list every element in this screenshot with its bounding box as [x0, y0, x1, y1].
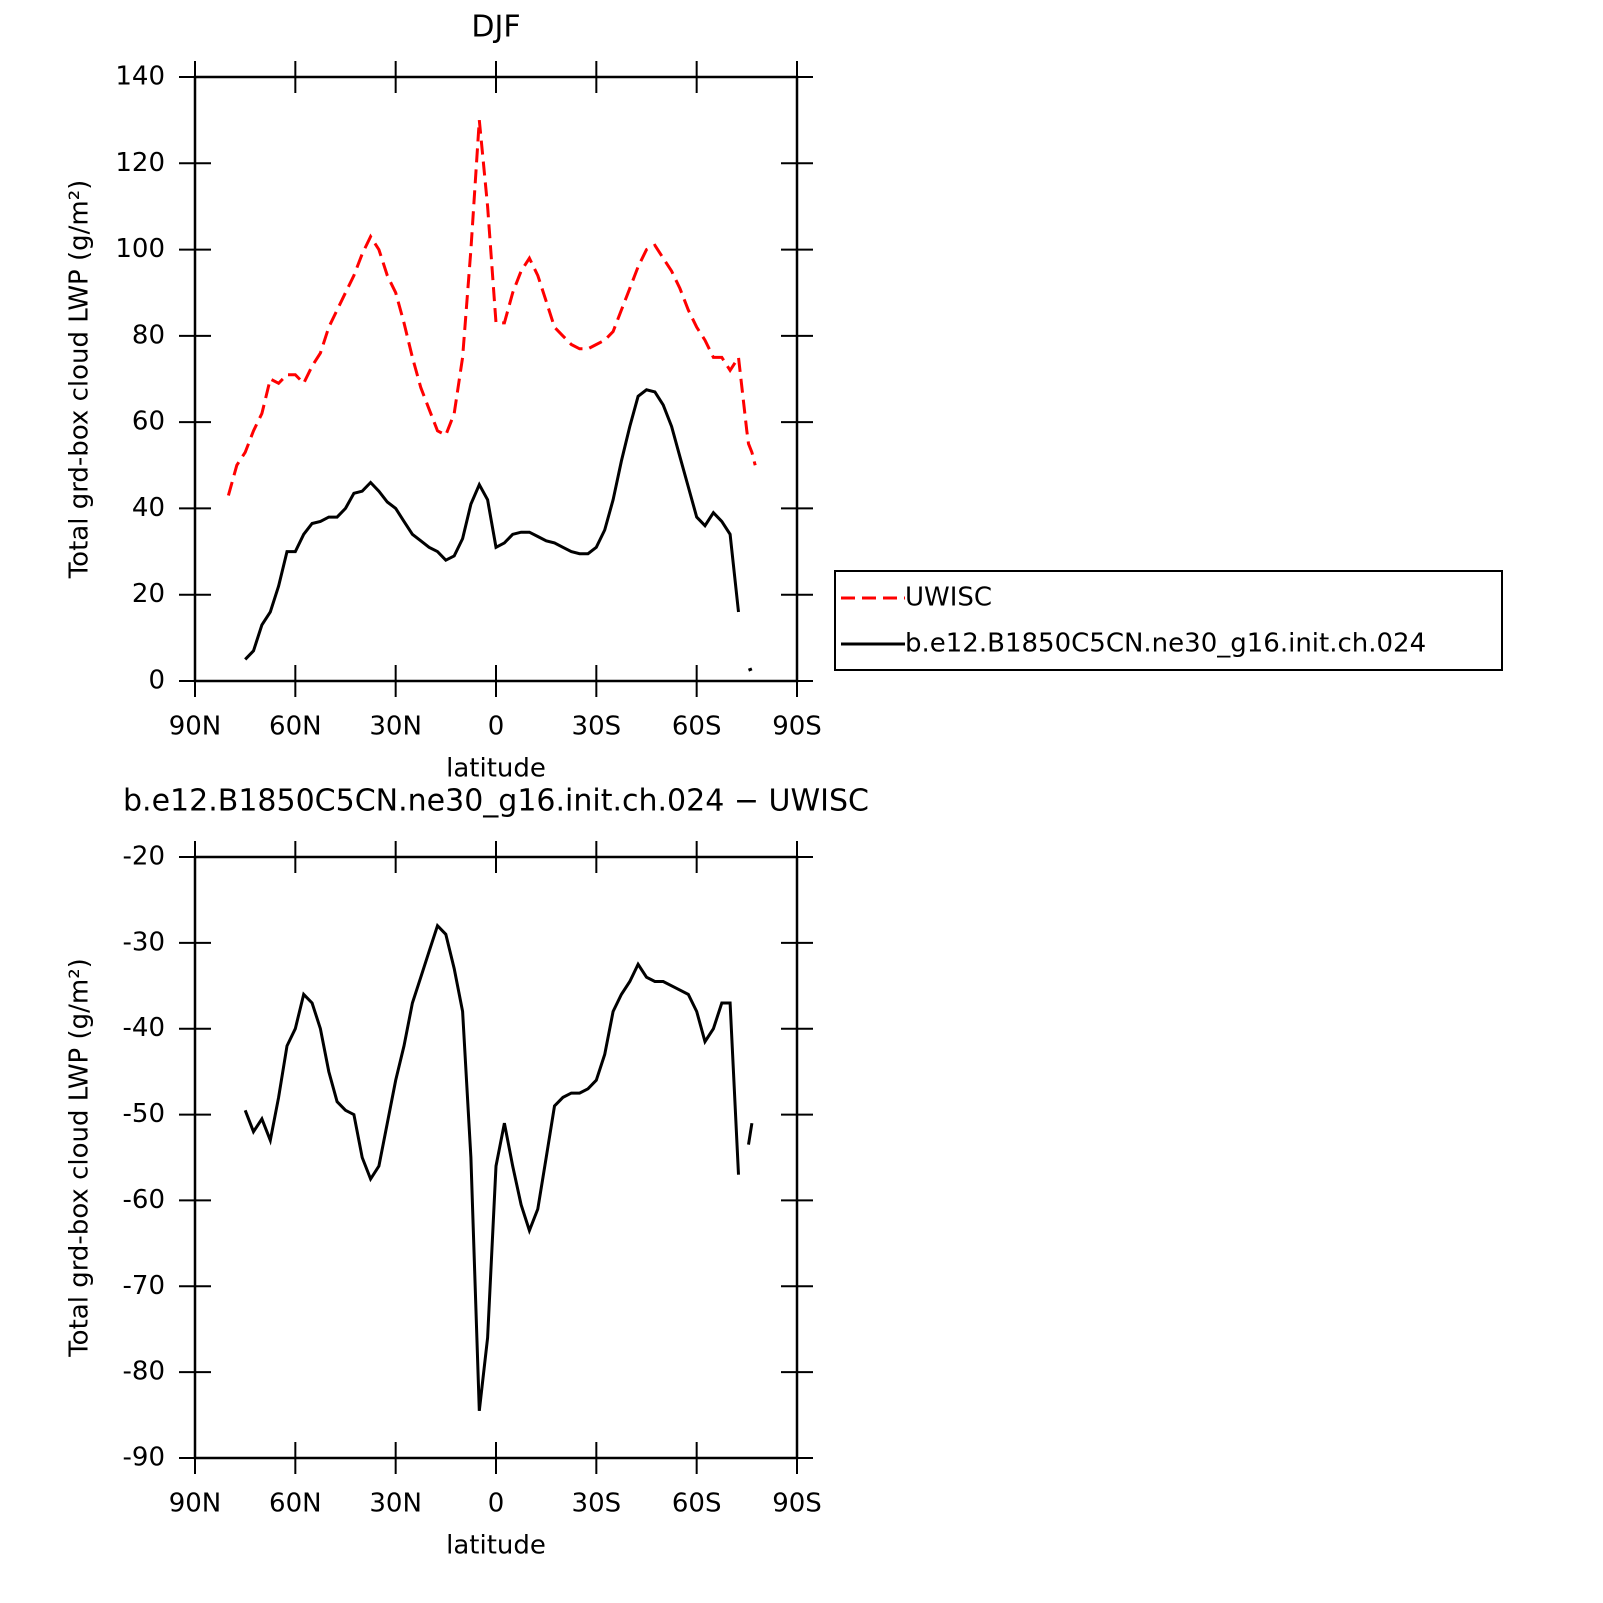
y-tick-label: -70 — [123, 1271, 165, 1301]
x-tick-label: 0 — [488, 1489, 505, 1519]
legend-label: UWISC — [905, 583, 992, 613]
data-line — [244, 388, 753, 672]
y-tick-label: -80 — [123, 1357, 165, 1387]
legend — [834, 570, 1503, 671]
chart-title: b.e12.B1850C5CN.ne30_g16.init.ch.024 − U… — [123, 784, 869, 819]
x-tick-label: 90N — [169, 712, 222, 742]
x-tick-label: 30N — [369, 1489, 422, 1519]
y-tick-label: 40 — [132, 493, 165, 523]
x-tick-label: 60N — [269, 712, 322, 742]
y-tick-label: 120 — [115, 148, 165, 178]
data-line — [243, 922, 754, 1411]
x-tick-label: 60S — [672, 712, 722, 742]
x-axis-label: latitude — [446, 1531, 546, 1561]
y-tick-label: -40 — [123, 1013, 165, 1043]
x-axis-label: latitude — [446, 754, 546, 784]
x-tick-label: 30S — [572, 712, 622, 742]
x-tick-label: 0 — [488, 712, 505, 742]
x-tick-label: 30N — [369, 712, 422, 742]
y-tick-label: 20 — [132, 579, 165, 609]
x-tick-label: 60N — [269, 1489, 322, 1519]
y-tick-label: 140 — [115, 62, 165, 92]
y-axis-label: Total grd-box cloud LWP (g/m²) — [65, 958, 95, 1358]
chart-title: DJF — [471, 10, 520, 45]
y-tick-label: -30 — [123, 927, 165, 957]
plot-frame — [193, 75, 799, 683]
y-tick-label: 60 — [132, 407, 165, 437]
x-tick-label: 60S — [672, 1489, 722, 1519]
y-tick-label: -60 — [123, 1185, 165, 1215]
y-tick-label: 80 — [132, 320, 165, 350]
y-tick-label: -90 — [123, 1443, 165, 1473]
x-tick-label: 30S — [572, 1489, 622, 1519]
y-tick-label: 100 — [115, 234, 165, 264]
x-tick-label: 90N — [169, 1489, 222, 1519]
data-line — [226, 119, 757, 496]
y-tick-label: -20 — [123, 842, 165, 872]
y-axis-label: Total grd-box cloud LWP (g/m²) — [65, 180, 95, 580]
y-tick-label: -50 — [123, 1099, 165, 1129]
plot-frame — [193, 855, 799, 1460]
legend-box — [834, 570, 1503, 671]
x-tick-label: 90S — [772, 712, 822, 742]
legend-label: b.e12.B1850C5CN.ne30_g16.init.ch.024 — [905, 629, 1426, 659]
y-tick-label: 0 — [148, 666, 165, 696]
x-tick-label: 90S — [772, 1489, 822, 1519]
